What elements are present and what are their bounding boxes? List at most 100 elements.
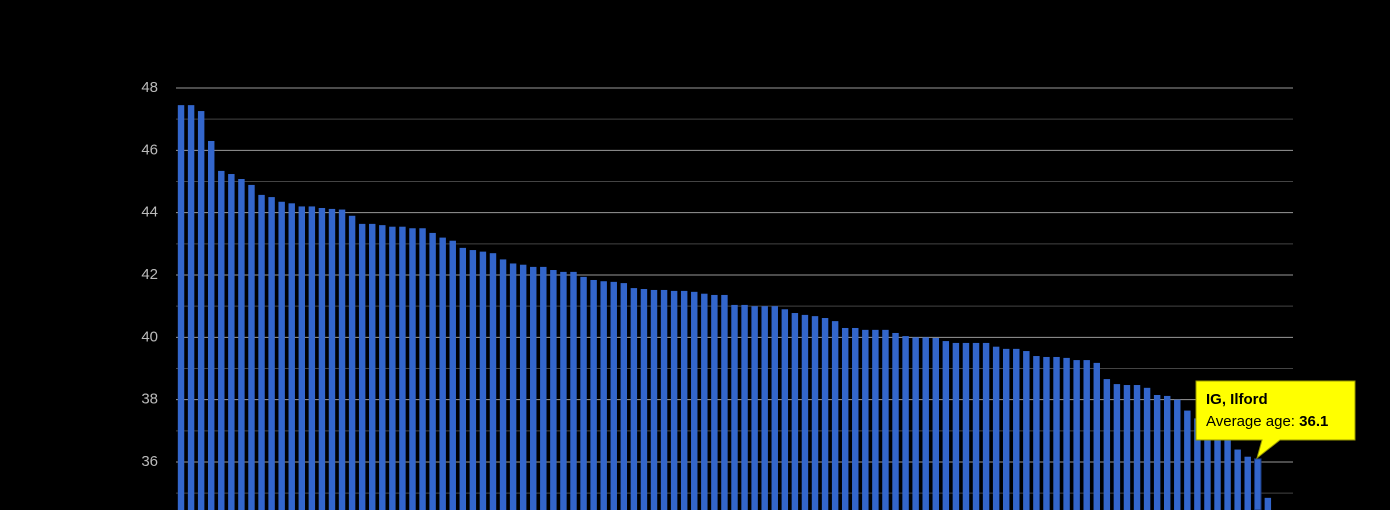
bar	[1254, 458, 1262, 510]
bar	[751, 306, 758, 510]
bar	[590, 279, 597, 510]
bar	[429, 232, 436, 510]
bar	[580, 276, 587, 510]
bar	[1123, 385, 1131, 510]
bar	[489, 253, 497, 510]
bar	[1194, 418, 1201, 510]
bar	[912, 337, 919, 510]
bar	[731, 304, 738, 510]
bar	[369, 223, 376, 510]
y-tick-label: 44	[141, 204, 158, 221]
bar	[1002, 348, 1010, 510]
bar	[1244, 456, 1251, 510]
bar	[318, 207, 326, 510]
bar	[640, 289, 648, 510]
bar	[358, 223, 366, 510]
bar	[680, 290, 688, 510]
bar	[459, 247, 467, 510]
bar	[1264, 497, 1272, 510]
bar	[208, 140, 215, 510]
bar	[721, 294, 728, 510]
bar	[338, 209, 346, 510]
bar	[982, 342, 990, 510]
bar	[1113, 384, 1121, 510]
bar	[650, 289, 658, 510]
y-tick-label: 38	[141, 391, 158, 408]
bar	[238, 179, 245, 510]
bar	[328, 208, 336, 510]
bar	[1163, 395, 1171, 510]
bar	[620, 283, 628, 510]
bar	[519, 264, 527, 510]
bar	[761, 306, 768, 510]
bar	[1093, 362, 1100, 510]
bar	[630, 288, 638, 510]
bar	[540, 266, 547, 510]
bar	[862, 329, 869, 510]
bar	[771, 306, 778, 510]
bar	[670, 290, 678, 510]
bar	[1224, 440, 1231, 510]
bar	[550, 270, 557, 510]
y-tick-label: 46	[141, 141, 158, 158]
bar	[177, 105, 185, 510]
bar	[821, 318, 829, 510]
bar	[882, 329, 889, 510]
bar	[992, 346, 1000, 510]
bar	[781, 309, 789, 510]
bar	[1073, 360, 1080, 510]
bar	[248, 184, 255, 510]
bar	[560, 271, 567, 510]
bar	[691, 291, 698, 510]
tooltip-box	[1195, 380, 1356, 460]
bar	[1013, 348, 1020, 510]
bar	[892, 332, 899, 510]
bar	[932, 337, 939, 510]
bar	[399, 226, 406, 510]
bar	[791, 313, 799, 510]
bar	[409, 228, 416, 510]
bar	[479, 251, 487, 510]
y-tick-label: 36	[141, 453, 158, 470]
bar	[469, 250, 477, 510]
bar	[701, 293, 708, 510]
bar	[197, 111, 205, 510]
bar	[1204, 429, 1211, 510]
bar	[530, 266, 537, 510]
bar	[872, 329, 879, 510]
bar	[187, 105, 195, 510]
bar	[268, 197, 275, 510]
bar	[1103, 379, 1111, 510]
bar	[1033, 356, 1040, 510]
bar	[348, 215, 356, 510]
bar	[449, 240, 456, 510]
bar	[1174, 399, 1181, 510]
bar	[1023, 351, 1030, 510]
bar	[379, 225, 386, 510]
bar	[258, 194, 265, 510]
bar	[1043, 356, 1050, 510]
bar	[1143, 387, 1151, 510]
bar	[610, 281, 617, 510]
tooltip-value: 36.1	[1299, 413, 1328, 430]
bar	[218, 170, 225, 510]
bar	[852, 327, 859, 510]
bar	[308, 206, 316, 510]
bar	[841, 327, 849, 510]
bar	[1153, 394, 1161, 510]
bar	[298, 206, 306, 510]
bar	[962, 342, 970, 510]
bar	[419, 228, 426, 510]
bar	[1184, 410, 1191, 510]
bar	[741, 304, 748, 510]
bar	[811, 316, 819, 510]
bar	[509, 263, 517, 510]
bar	[660, 289, 668, 510]
y-tick-label: 40	[141, 328, 158, 345]
bar	[278, 201, 285, 510]
bar	[389, 226, 396, 510]
bar	[711, 294, 718, 510]
bar	[902, 336, 909, 510]
tooltip: IG, Ilford Average age: 36.1	[1195, 380, 1356, 460]
